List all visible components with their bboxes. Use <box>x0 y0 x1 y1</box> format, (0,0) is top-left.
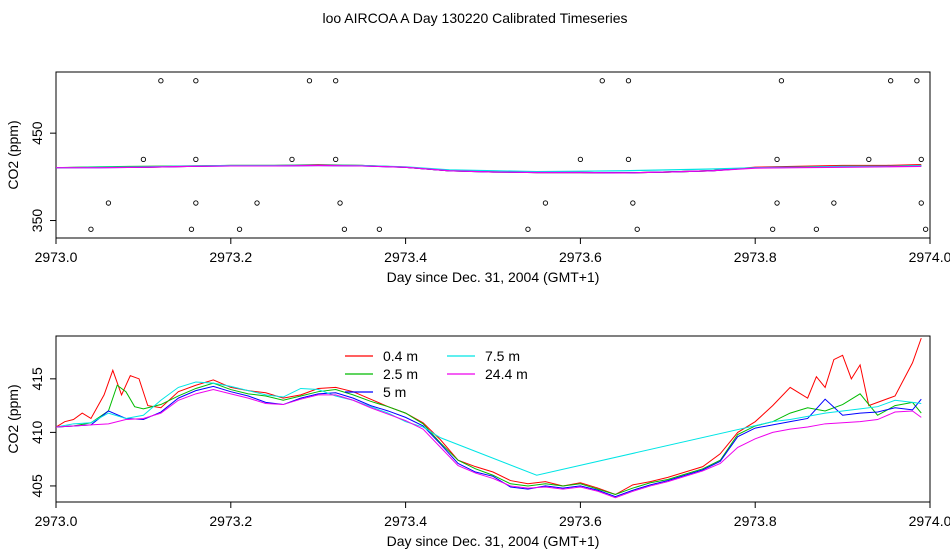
y-axis-label: CO2 (ppm) <box>5 120 21 189</box>
x-tick-label: 2973.4 <box>384 249 427 265</box>
qc-point <box>188 226 195 232</box>
bottom-panel: 2973.0 2973.2 2973.4 2973.6 2973.8 2974.0 405 4… <box>5 335 950 549</box>
plot-frame <box>55 335 931 503</box>
qc-point <box>88 226 94 232</box>
x-tick-label: 2973.2 <box>209 513 252 529</box>
series-line-5 <box>56 164 922 174</box>
qc-point <box>289 156 295 163</box>
legend-label-2-5-m: 2.5 m <box>383 366 418 382</box>
qc-point <box>831 200 837 206</box>
qc-point <box>914 78 920 84</box>
y-tick-label: 450 <box>29 121 45 145</box>
series-line-0-4-m <box>55 337 922 496</box>
x-axis-label: Day since Dec. 31, 2004 (GMT+1) <box>387 269 600 285</box>
qc-point <box>922 226 929 232</box>
legend-label-24-4-m: 24.4 m <box>485 366 528 382</box>
x-axis-label: Day since Dec. 31, 2004 (GMT+1) <box>387 533 600 549</box>
x-tick-label: 2973.2 <box>209 249 252 265</box>
qc-point <box>333 156 339 163</box>
x-tick-label: 2973.6 <box>559 513 602 529</box>
qc-point <box>193 200 199 206</box>
qc-point <box>770 226 776 232</box>
x-tick-label: 2973.6 <box>559 249 602 265</box>
qc-point <box>236 226 243 232</box>
qc-point <box>254 200 260 206</box>
x-tick-label: 2973.4 <box>384 513 427 529</box>
y-tick-label: 350 <box>29 209 45 233</box>
series-line-2-5-m <box>55 382 922 496</box>
qc-point <box>333 78 339 84</box>
qc-point <box>525 226 531 232</box>
qc-point <box>193 156 199 163</box>
qc-point <box>337 200 343 206</box>
qc-point <box>774 156 780 163</box>
legend-label-7-5-m: 7.5 m <box>485 348 520 364</box>
qc-point <box>813 226 820 232</box>
y-tick-label: 410 <box>29 420 45 444</box>
qc-point <box>630 200 636 206</box>
qc-point <box>376 226 383 232</box>
x-tick-label: 2973.0 <box>35 249 78 265</box>
y-tick-label: 405 <box>29 474 45 498</box>
qc-point <box>105 200 112 206</box>
figure-title: loo AIRCOA A Day 130220 Calibrated Times… <box>322 10 628 26</box>
qc-point <box>918 200 924 206</box>
qc-point <box>306 78 313 84</box>
legend: 0.4 m 2.5 m 5 m 7.5 m 24.4 m <box>345 348 528 400</box>
qc-point <box>193 78 199 84</box>
legend-label-0-4-m: 0.4 m <box>383 348 418 364</box>
y-tick-label: 415 <box>29 367 45 391</box>
x-tick-label: 2973.0 <box>35 513 78 529</box>
qc-point <box>341 226 348 232</box>
x-tick-label: 2973.8 <box>734 249 777 265</box>
qc-point <box>158 78 164 84</box>
qc-point <box>774 200 780 206</box>
qc-point <box>140 156 147 163</box>
qc-point <box>599 78 605 84</box>
series-line-24-4-m <box>55 389 922 499</box>
qc-point <box>918 156 924 163</box>
qc-point <box>542 200 549 206</box>
series-line-5-m <box>55 385 922 498</box>
qc-point <box>634 226 640 232</box>
x-tick-label: 2974.0 <box>909 249 950 265</box>
plot-frame <box>55 71 931 239</box>
legend-label-5-m: 5 m <box>383 384 406 400</box>
y-axis-label: CO2 (ppm) <box>5 384 21 453</box>
x-tick-label: 2974.0 <box>909 513 950 529</box>
x-tick-label: 2973.8 <box>734 513 777 529</box>
qc-point <box>888 78 894 84</box>
qc-point <box>866 156 872 163</box>
qc-point <box>625 78 632 84</box>
top-panel: 2973.0 2973.2 2973.4 2973.6 2973.8 2974.0 350 4… <box>5 71 950 285</box>
qc-point <box>778 78 785 84</box>
qc-point <box>625 156 632 163</box>
series-line-7-5-m <box>55 381 922 476</box>
qc-point <box>577 156 584 163</box>
